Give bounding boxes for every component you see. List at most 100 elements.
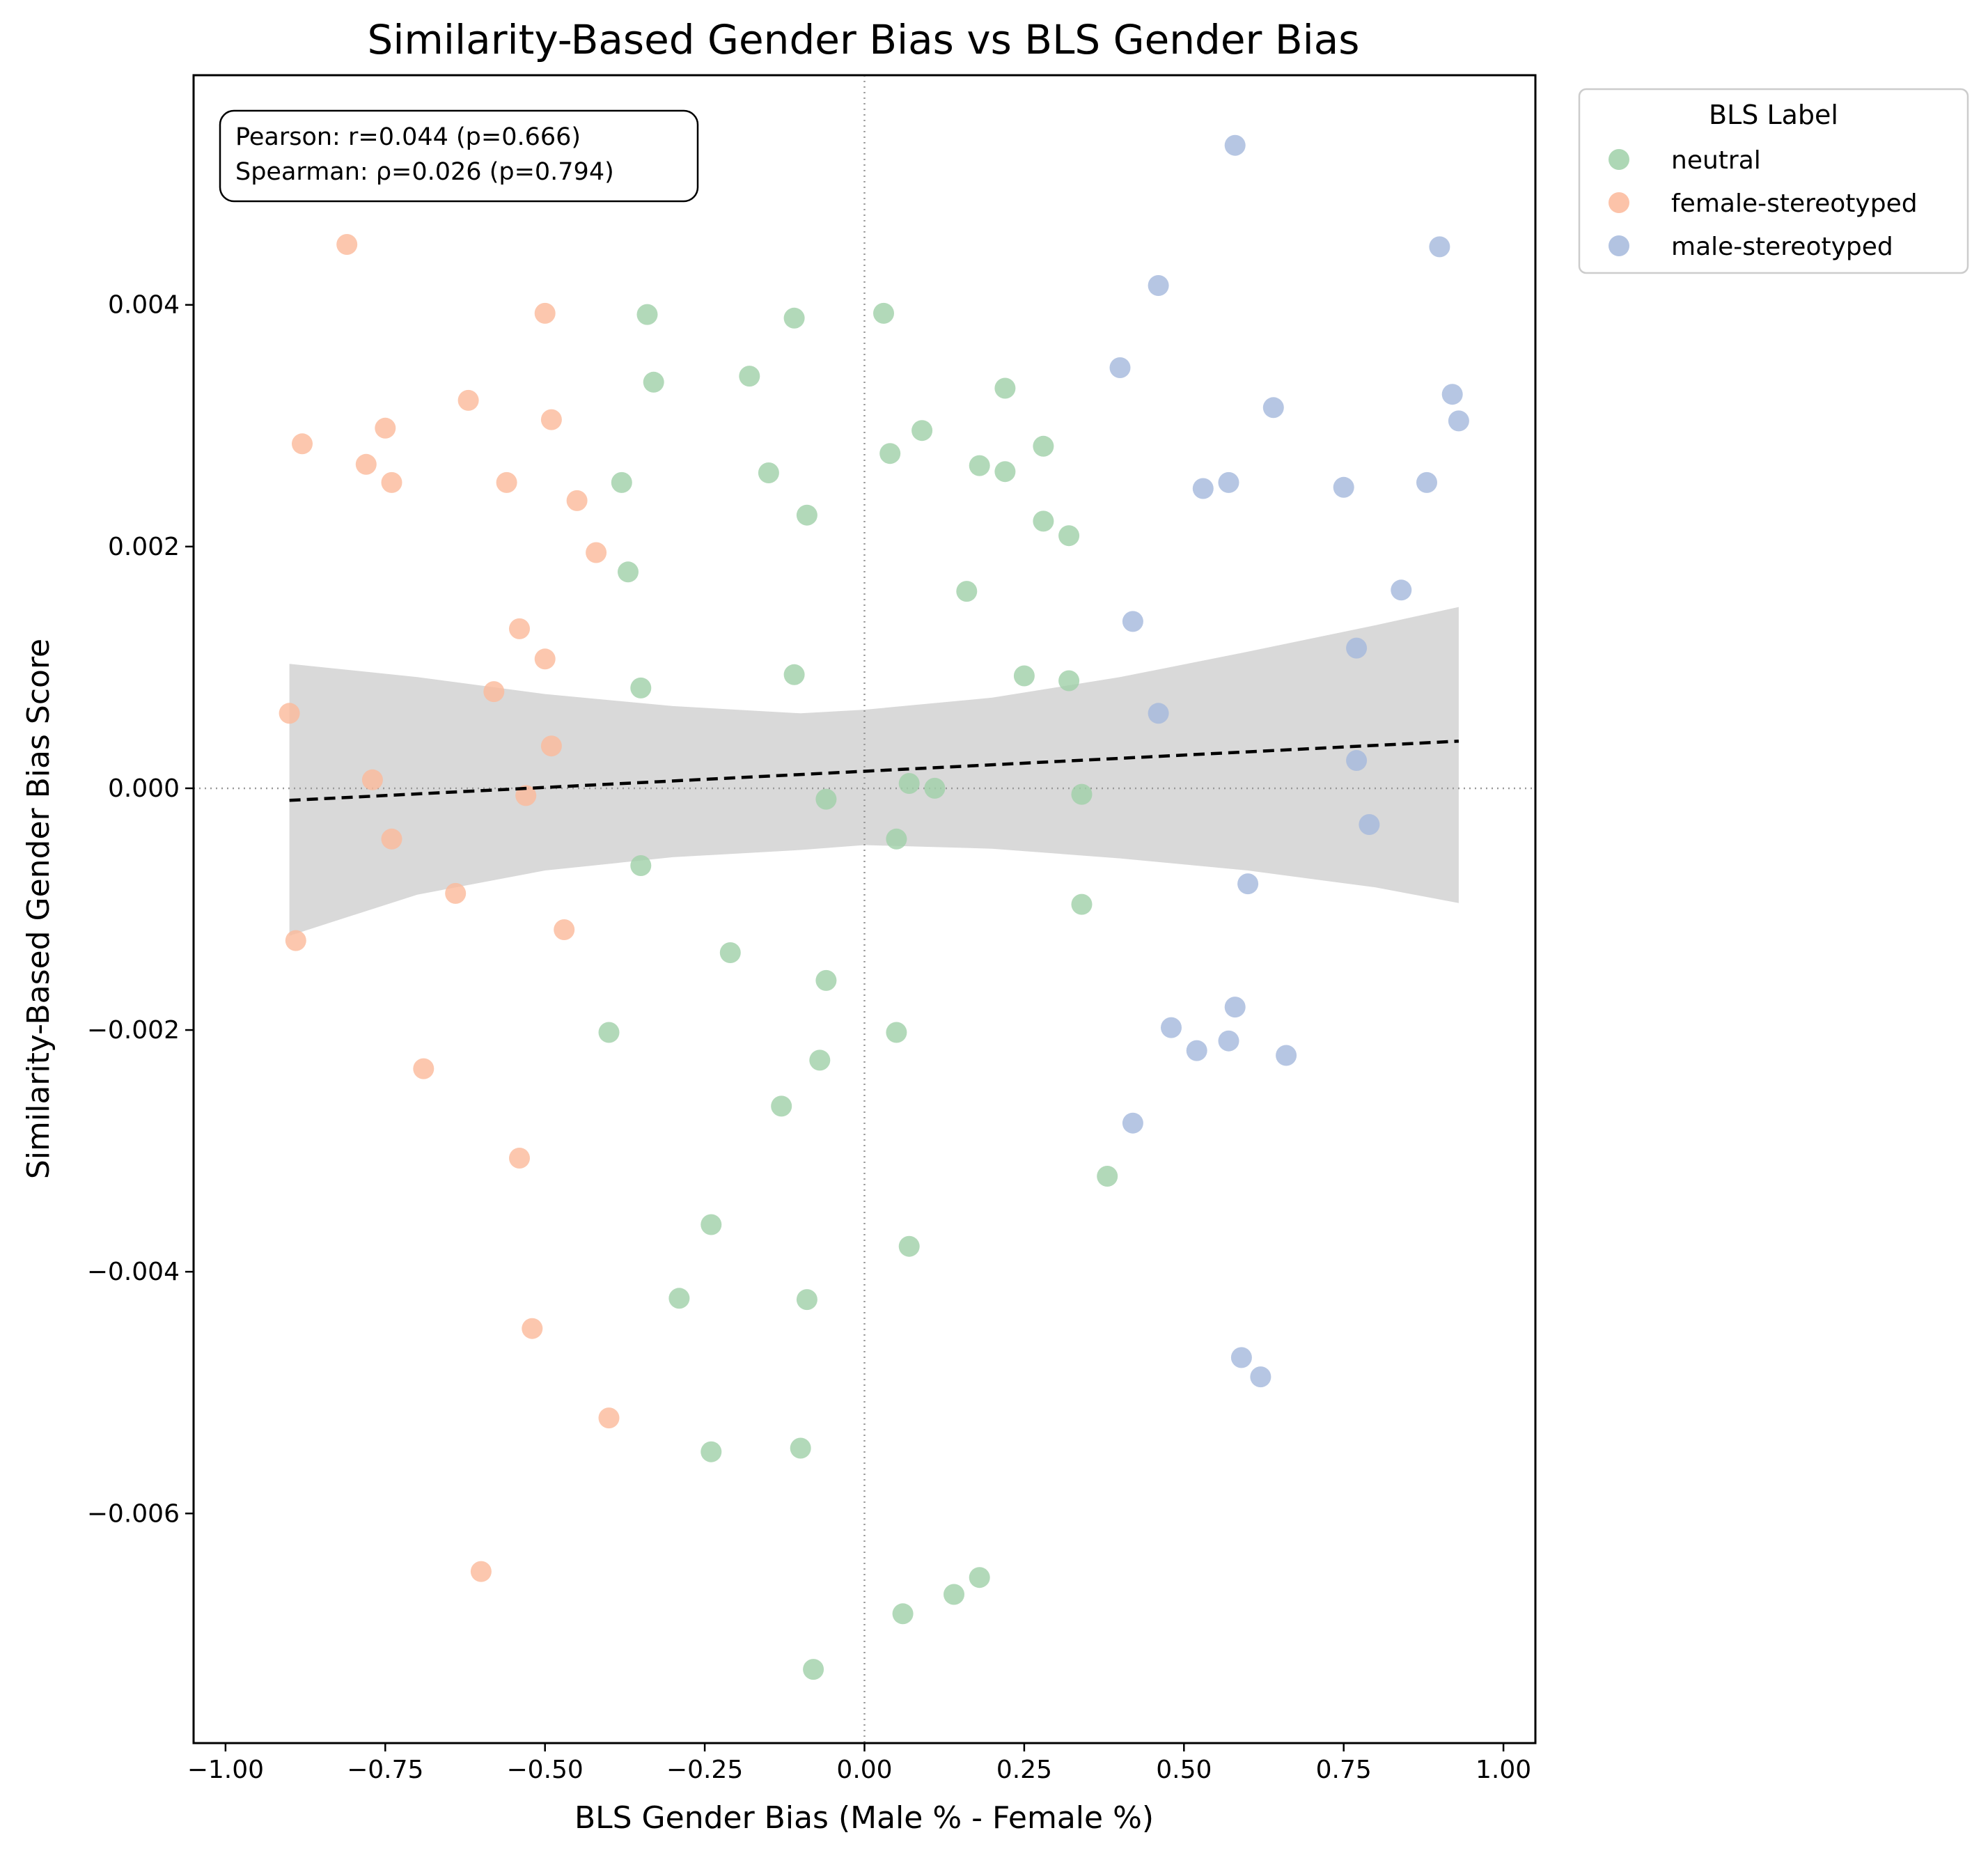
data-point-male-stereotyped [1230,1347,1252,1368]
data-point-female-stereotyped [336,234,358,255]
data-point-male-stereotyped [1122,611,1143,632]
data-point-male-stereotyped [1218,1030,1239,1052]
legend-title: BLS Label [1709,100,1838,130]
data-point-male-stereotyped [1359,814,1380,835]
data-point-neutral [630,677,652,698]
data-point-neutral [873,302,894,324]
data-point-female-stereotyped [534,302,556,324]
legend-label-female-stereotyped: female-stereotyped [1671,189,1918,218]
data-point-neutral [879,443,901,464]
data-point-female-stereotyped [279,703,300,724]
data-point-male-stereotyped [1186,1040,1207,1061]
y-tick-label: 0.000 [108,774,180,803]
data-point-male-stereotyped [1346,750,1368,771]
data-point-male-stereotyped [1237,873,1259,895]
y-tick-label: −0.002 [87,1016,180,1045]
chart-title: Similarity-Based Gender Bias vs BLS Gend… [368,16,1360,63]
data-point-neutral [944,1584,964,1605]
y-axis-ticks: −0.006 −0.004 −0.002 0.000 0.002 0.004 [87,291,194,1528]
legend-marker-male-stereotyped [1609,235,1629,256]
data-point-neutral [924,777,946,799]
data-point-female-stereotyped [483,681,505,703]
data-point-neutral [1097,1166,1118,1187]
x-tick-label: −0.25 [666,1756,743,1784]
data-point-neutral [1013,665,1035,687]
data-point-male-stereotyped [1416,471,1437,493]
stats-annotation: Pearson: r=0.044 (p=0.666) Spearman: ρ=0… [219,109,699,203]
data-point-neutral [796,1289,817,1311]
data-point-female-stereotyped [355,453,377,475]
data-point-female-stereotyped [540,735,562,757]
data-point-male-stereotyped [1224,134,1246,156]
data-point-female-stereotyped [496,471,517,493]
data-point-female-stereotyped [598,1407,620,1429]
data-point-male-stereotyped [1448,410,1469,432]
data-point-neutral [643,371,664,393]
x-tick-label: −0.50 [507,1756,584,1784]
data-point-male-stereotyped [1161,1017,1182,1038]
data-point-male-stereotyped [1276,1045,1297,1066]
data-point-neutral [803,1659,824,1680]
spearman-stat: Spearman: ρ=0.026 (p=0.794) [235,158,614,186]
data-point-neutral [739,366,760,387]
data-point-neutral [994,461,1016,483]
data-point-female-stereotyped [445,882,467,904]
x-tick-label: 0.25 [996,1756,1052,1784]
data-point-female-stereotyped [361,769,383,790]
data-point-female-stereotyped [522,1318,543,1339]
data-point-neutral [892,1603,914,1625]
data-point-neutral [1033,510,1054,532]
data-point-neutral [668,1288,690,1309]
data-point-neutral [1071,893,1093,915]
data-point-neutral [790,1437,811,1459]
data-point-neutral [701,1441,722,1462]
data-point-male-stereotyped [1122,1112,1143,1134]
data-point-male-stereotyped [1148,703,1169,724]
legend-marker-neutral [1609,149,1629,170]
x-tick-label: −1.00 [187,1756,264,1784]
data-point-male-stereotyped [1192,478,1214,499]
legend-label-male-stereotyped: male-stereotyped [1671,233,1893,261]
x-tick-label: −0.75 [347,1756,423,1784]
legend-marker-female-stereotyped [1609,192,1629,213]
data-point-male-stereotyped [1224,997,1246,1018]
data-point-neutral [898,773,920,794]
data-point-neutral [809,1049,831,1071]
data-point-female-stereotyped [292,433,313,455]
x-tick-label: 1.00 [1476,1756,1531,1784]
x-tick-label: 0.00 [836,1756,892,1784]
legend-label-neutral: neutral [1671,146,1761,175]
legend-box [1578,88,1969,274]
data-point-female-stereotyped [285,930,306,951]
data-point-female-stereotyped [586,542,607,563]
y-tick-label: 0.002 [108,533,180,561]
data-point-neutral [618,561,639,583]
data-point-neutral [611,471,632,493]
data-point-male-stereotyped [1109,357,1131,378]
data-point-neutral [719,942,741,963]
data-point-female-stereotyped [540,409,562,430]
data-point-female-stereotyped [554,919,575,940]
data-point-neutral [796,504,817,526]
data-point-neutral [1033,435,1054,457]
data-point-male-stereotyped [1218,471,1239,493]
data-point-female-stereotyped [375,417,396,439]
data-point-male-stereotyped [1346,637,1368,659]
data-point-female-stereotyped [515,785,537,806]
data-point-neutral [994,377,1016,399]
data-point-neutral [636,304,658,325]
data-point-male-stereotyped [1429,236,1450,258]
data-point-female-stereotyped [509,618,530,639]
data-point-male-stereotyped [1250,1366,1271,1388]
data-point-neutral [630,855,652,876]
data-point-neutral [886,1022,907,1043]
data-point-neutral [758,462,779,483]
x-tick-label: 0.75 [1316,1756,1372,1784]
data-point-male-stereotyped [1148,275,1169,296]
data-point-male-stereotyped [1391,579,1412,601]
data-point-male-stereotyped [1333,476,1354,498]
data-point-neutral [956,581,978,602]
data-point-neutral [911,420,933,442]
plot-area [194,75,1535,1743]
